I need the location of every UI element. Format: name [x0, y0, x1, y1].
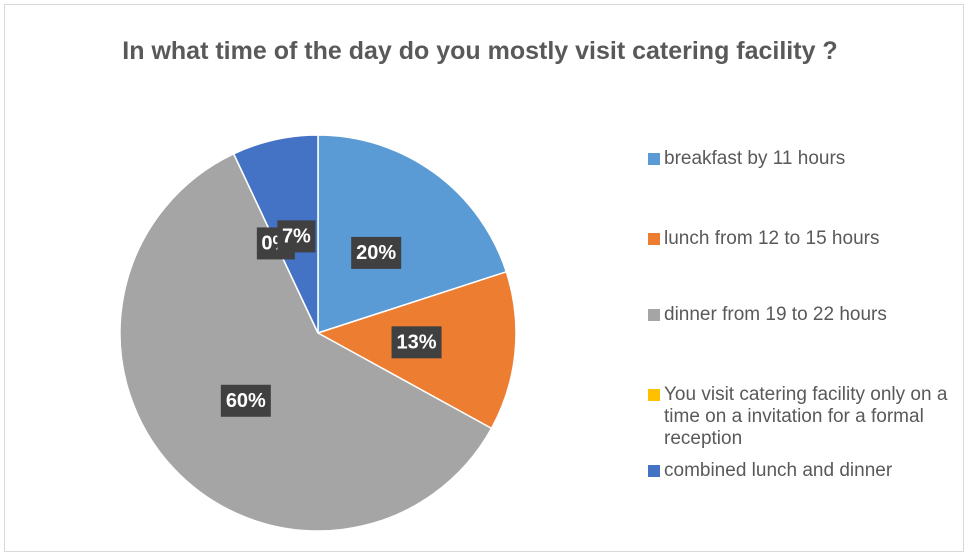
legend-item: lunch from 12 to 15 hours: [648, 228, 968, 250]
data-label: 20%: [351, 236, 402, 269]
legend-swatch: [648, 153, 660, 165]
data-label: 7%: [277, 220, 316, 253]
data-label-box: [351, 236, 402, 269]
pie-slice: [317, 134, 508, 335]
legend-label: dinner from 19 to 22 hours: [664, 304, 887, 325]
legend-swatch: [648, 389, 660, 401]
data-label-text: 60%: [226, 390, 266, 412]
legend-swatch: [648, 309, 660, 321]
legend-item: You visit catering facility only on a ti…: [648, 384, 968, 450]
legend-label: lunch from 12 to 15 hours: [664, 228, 880, 249]
data-label-text: 7%: [282, 226, 311, 248]
legend-label: combined lunch and dinner: [664, 460, 893, 481]
legend-swatch: [648, 233, 660, 245]
data-label-box: [391, 326, 442, 359]
data-label: 13%: [391, 326, 442, 359]
legend-swatch: [648, 465, 660, 477]
pie-slice: [119, 152, 493, 532]
legend-item: dinner from 19 to 22 hours: [648, 304, 968, 326]
data-label-text: 20%: [356, 242, 396, 264]
legend-label: You visit catering facility only on a ti…: [664, 384, 948, 449]
legend-item: breakfast by 11 hours: [648, 148, 968, 170]
chart-title: In what time of the day do you mostly vi…: [122, 37, 838, 65]
legend-item: combined lunch and dinner: [648, 460, 968, 482]
data-label-box: [277, 220, 316, 253]
data-label: 60%: [220, 384, 271, 417]
data-label-box: [220, 384, 271, 417]
legend-label: breakfast by 11 hours: [664, 148, 846, 169]
data-label-text: 13%: [397, 332, 437, 354]
